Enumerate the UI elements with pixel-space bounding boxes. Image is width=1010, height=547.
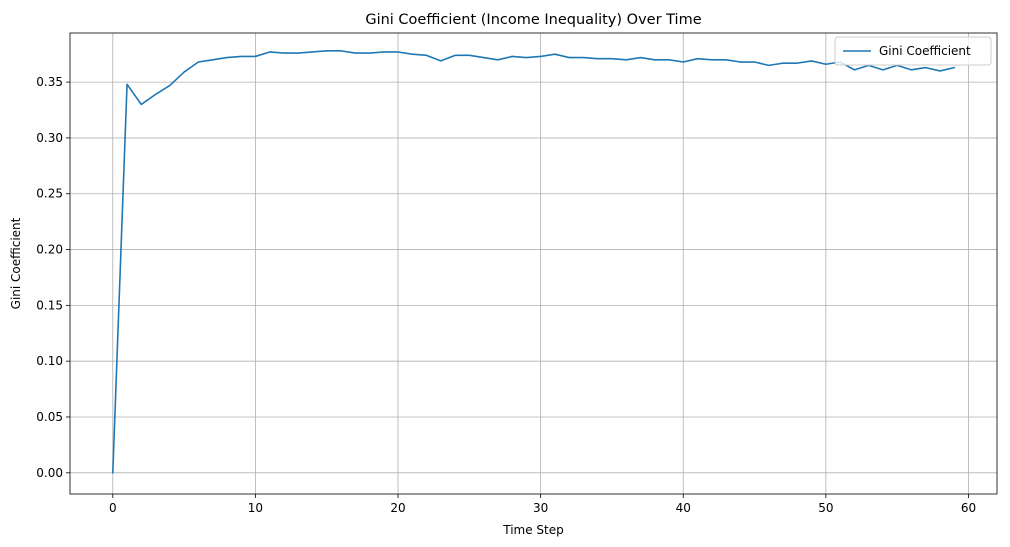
x-tick-label: 10 — [248, 501, 263, 515]
axis-ticks: 0 10 20 30 40 50 60 0.00 0.05 0.10 0.15 0.20 0.25 0.3… — [36, 75, 976, 515]
legend: Gini Coefficient — [834, 36, 992, 66]
x-tick-label: 40 — [676, 501, 691, 515]
y-tick-label: 0.00 — [36, 466, 63, 480]
series-line-gini-coefficient — [111, 50, 956, 474]
y-tick-label: 0.15 — [36, 298, 63, 312]
y-tick-label: 0.35 — [36, 75, 63, 89]
x-tick-label: 20 — [390, 501, 405, 515]
x-tick-label: 50 — [818, 501, 833, 515]
y-tick-label: 0.30 — [36, 131, 63, 145]
plot-frame — [69, 32, 998, 495]
y-tick-label: 0.10 — [36, 354, 63, 368]
y-tick-label: 0.05 — [36, 410, 63, 424]
grid-lines — [70, 33, 997, 494]
legend-entry-gini-coefficient: Gini Coefficient — [879, 44, 971, 58]
x-tick-label: 30 — [533, 501, 548, 515]
legend-box — [834, 36, 992, 66]
chart-title: Gini Coefficient (Income Inequality) Ove… — [365, 12, 701, 28]
y-tick-label: 0.20 — [36, 243, 63, 257]
y-axis-label: Gini Coefficient — [9, 217, 23, 309]
y-tick-label: 0.25 — [36, 187, 63, 201]
x-axis-label: Time Step — [502, 523, 564, 537]
series-layer — [111, 50, 956, 474]
x-tick-label: 60 — [961, 501, 976, 515]
x-tick-label: 0 — [109, 501, 117, 515]
